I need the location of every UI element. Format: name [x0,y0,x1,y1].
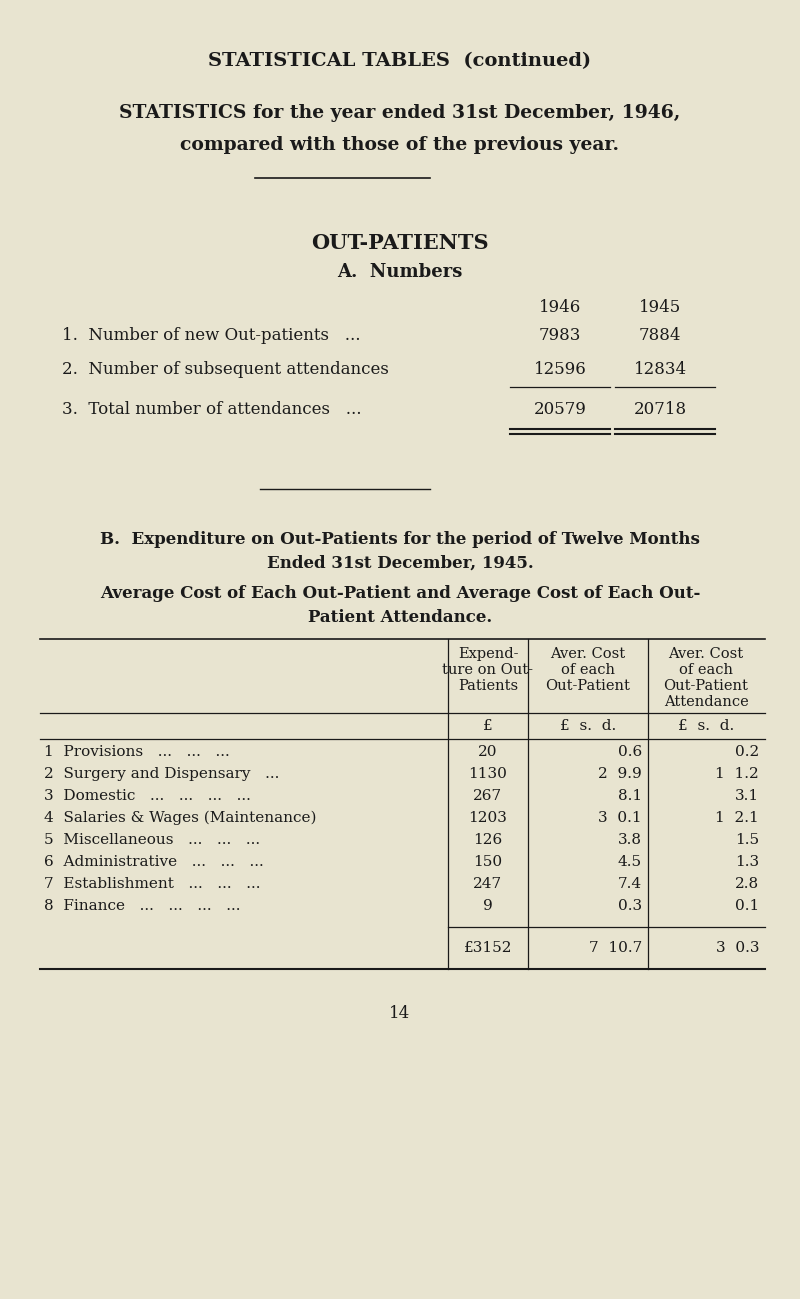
Text: 8  Finance   ...   ...   ...   ...: 8 Finance ... ... ... ... [44,899,241,913]
Text: 7983: 7983 [539,327,581,344]
Text: £  s.  d.: £ s. d. [560,720,616,733]
Text: B.  Expenditure on Out-Patients for the period of Twelve Months: B. Expenditure on Out-Patients for the p… [100,531,700,548]
Text: 4.5: 4.5 [618,855,642,869]
Text: 9: 9 [483,899,493,913]
Text: 1945: 1945 [639,299,681,316]
Text: 1203: 1203 [469,811,507,825]
Text: A.  Numbers: A. Numbers [338,262,462,281]
Text: 2.  Number of subsequent attendances: 2. Number of subsequent attendances [62,361,389,378]
Text: OUT-PATIENTS: OUT-PATIENTS [311,233,489,253]
Text: Patient Attendance.: Patient Attendance. [308,609,492,626]
Text: 0.2: 0.2 [734,746,759,759]
Text: 7  10.7: 7 10.7 [589,940,642,955]
Text: Out-Patient: Out-Patient [546,679,630,692]
Text: 267: 267 [474,788,502,803]
Text: Aver. Cost: Aver. Cost [550,647,626,661]
Text: 8.1: 8.1 [618,788,642,803]
Text: ture on Out-: ture on Out- [442,662,534,677]
Text: Attendance: Attendance [664,695,748,709]
Text: 1.3: 1.3 [735,855,759,869]
Text: compared with those of the previous year.: compared with those of the previous year… [181,136,619,155]
Text: 1  1.2: 1 1.2 [715,766,759,781]
Text: of each: of each [561,662,615,677]
Text: Out-Patient: Out-Patient [663,679,749,692]
Text: 6  Administrative   ...   ...   ...: 6 Administrative ... ... ... [44,855,264,869]
Text: £  s.  d.: £ s. d. [678,720,734,733]
Text: 1.  Number of new Out-patients   ...: 1. Number of new Out-patients ... [62,327,361,344]
Text: 150: 150 [474,855,502,869]
Text: 14: 14 [390,1005,410,1022]
Text: 2.8: 2.8 [735,877,759,891]
Text: 0.1: 0.1 [734,899,759,913]
Text: 3.1: 3.1 [735,788,759,803]
Text: £3152: £3152 [464,940,512,955]
Text: 3.8: 3.8 [618,833,642,847]
Text: 3.  Total number of attendances   ...: 3. Total number of attendances ... [62,401,362,418]
Text: 20579: 20579 [534,401,586,418]
Text: 3  Domestic   ...   ...   ...   ...: 3 Domestic ... ... ... ... [44,788,251,803]
Text: 5  Miscellaneous   ...   ...   ...: 5 Miscellaneous ... ... ... [44,833,260,847]
Text: 12596: 12596 [534,361,586,378]
Text: 20718: 20718 [634,401,686,418]
Text: STATISTICS for the year ended 31st December, 1946,: STATISTICS for the year ended 31st Decem… [119,104,681,122]
Text: Ended 31st December, 1945.: Ended 31st December, 1945. [266,555,534,572]
Text: 1130: 1130 [469,766,507,781]
Text: 7  Establishment   ...   ...   ...: 7 Establishment ... ... ... [44,877,261,891]
Text: 1.5: 1.5 [735,833,759,847]
Text: of each: of each [679,662,733,677]
Text: 7.4: 7.4 [618,877,642,891]
Text: 1946: 1946 [539,299,581,316]
Text: 0.6: 0.6 [618,746,642,759]
Text: Aver. Cost: Aver. Cost [669,647,743,661]
Text: 20: 20 [478,746,498,759]
Text: 247: 247 [474,877,502,891]
Text: Expend-: Expend- [458,647,518,661]
Text: 7884: 7884 [638,327,682,344]
Text: £: £ [483,720,493,733]
Text: 3  0.1: 3 0.1 [598,811,642,825]
Text: Patients: Patients [458,679,518,692]
Text: 4  Salaries & Wages (Maintenance): 4 Salaries & Wages (Maintenance) [44,811,317,825]
Text: 12834: 12834 [634,361,686,378]
Text: 1  2.1: 1 2.1 [715,811,759,825]
Text: 2  9.9: 2 9.9 [598,766,642,781]
Text: 3  0.3: 3 0.3 [715,940,759,955]
Text: 126: 126 [474,833,502,847]
Text: 1  Provisions   ...   ...   ...: 1 Provisions ... ... ... [44,746,230,759]
Text: Average Cost of Each Out-Patient and Average Cost of Each Out-: Average Cost of Each Out-Patient and Ave… [100,585,700,601]
Text: STATISTICAL TABLES  (continued): STATISTICAL TABLES (continued) [209,52,591,70]
Text: 2  Surgery and Dispensary   ...: 2 Surgery and Dispensary ... [44,766,279,781]
Text: 0.3: 0.3 [618,899,642,913]
